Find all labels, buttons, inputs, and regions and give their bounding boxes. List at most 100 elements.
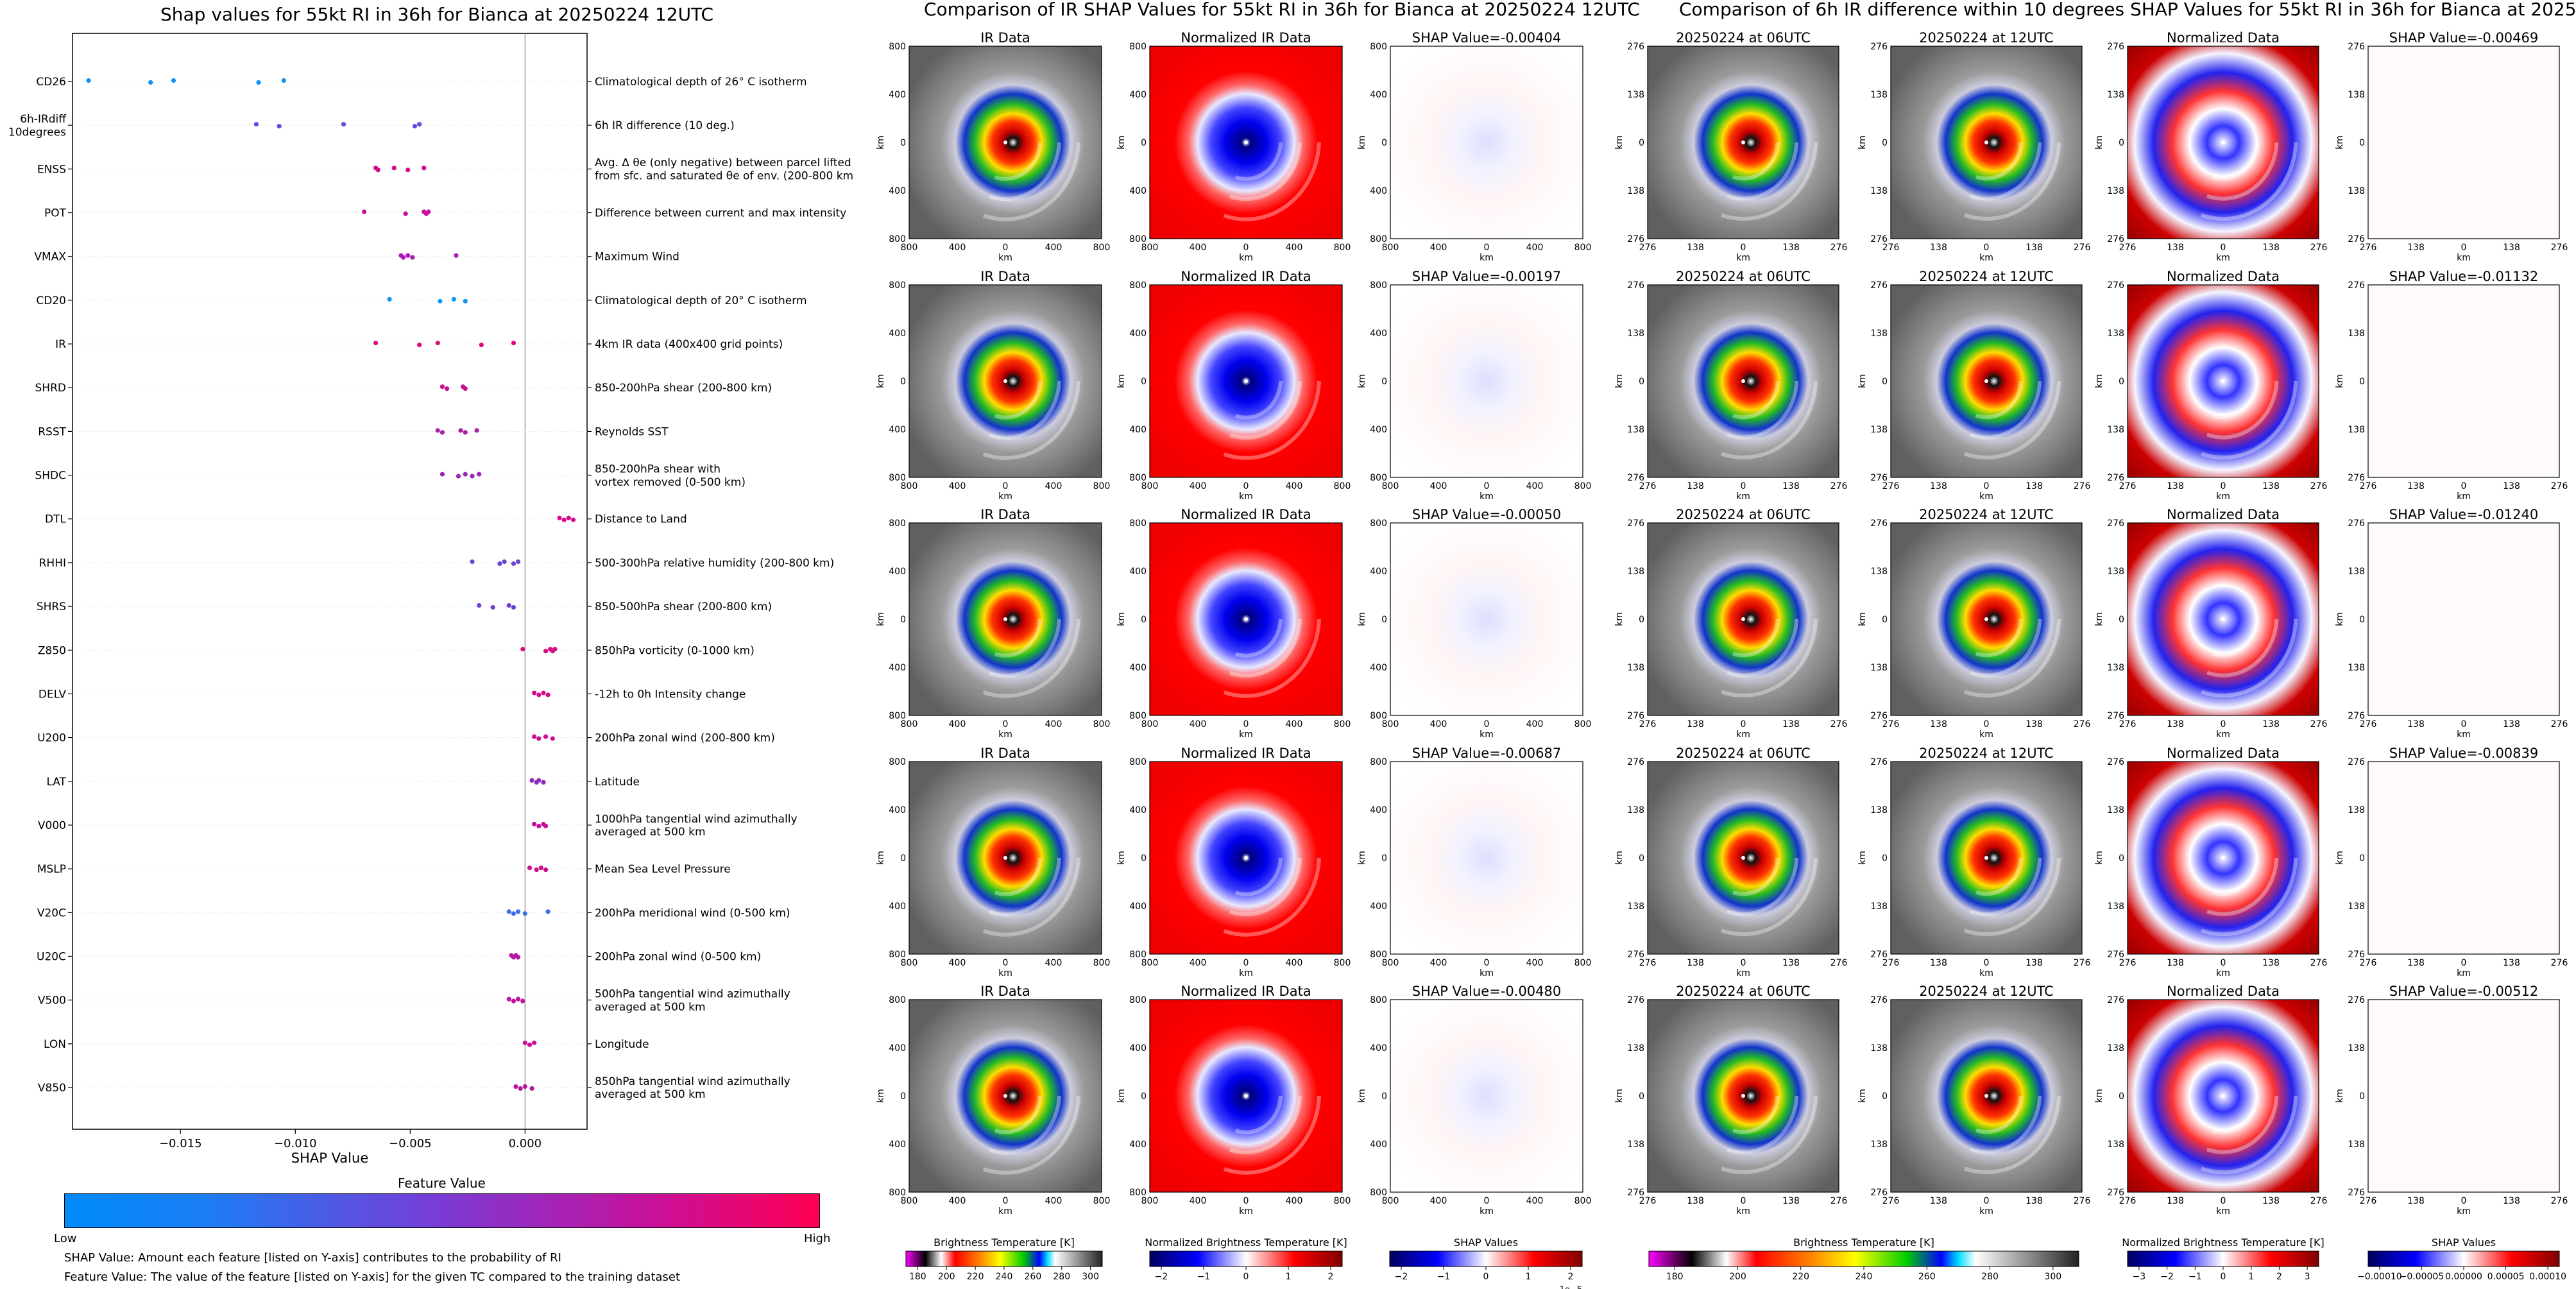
shap-point	[536, 778, 542, 783]
shap-point	[520, 647, 525, 652]
storm-eye	[1741, 617, 1745, 621]
feature-name-label: V20C	[37, 907, 66, 919]
feature-value-colorbar	[64, 1193, 820, 1228]
x-tick-label: 276	[1882, 958, 1900, 968]
feature-description-label: -12h to 0h Intensity change	[595, 688, 746, 701]
feature-name-label: DTL	[45, 513, 66, 526]
x-tick-label: 400	[949, 481, 966, 491]
panel-frame	[1890, 522, 2083, 716]
x-tick-label: 138	[1687, 1196, 1704, 1206]
x-tick-label: 800	[1382, 243, 1399, 253]
y-tick-label: 276	[1627, 950, 1644, 960]
x-tick-label: 276	[2310, 958, 2328, 968]
y-axis-label: km	[2094, 851, 2104, 865]
y-tick-label: 138	[1627, 90, 1644, 100]
feature-name-label: U200	[37, 732, 66, 745]
spiral-band	[2206, 619, 2279, 678]
storm-eye	[2221, 1094, 2225, 1098]
feature-description-label: 200hPa meridional wind (0-500 km)	[595, 907, 790, 919]
storm-eye	[2221, 856, 2225, 860]
shap-point	[515, 559, 521, 565]
y-axis-label: km	[2335, 1089, 2345, 1103]
spiral-band	[2212, 857, 2260, 896]
spiral-band	[1229, 619, 1302, 678]
spiral-band	[1726, 380, 1799, 440]
y-axis-label: km	[1857, 1089, 1868, 1103]
y-tick-label: 276	[1870, 280, 1888, 291]
x-axis-label: km	[1736, 968, 1750, 978]
shap-point	[534, 867, 539, 873]
spiral-band	[1721, 380, 1818, 460]
x-axis-label: km	[1480, 730, 1494, 740]
shap-point	[532, 1040, 537, 1045]
shap-point	[405, 167, 411, 173]
x-tick-label: 0	[2461, 1196, 2467, 1206]
x-tick-label: 0	[1984, 958, 1990, 968]
shap-value-note: SHAP Value: Amount each feature [listed …	[64, 1251, 561, 1265]
panel-frame	[2127, 284, 2319, 478]
shap-point	[557, 515, 562, 520]
spiral-band	[1975, 619, 2023, 658]
panel-frame	[1647, 522, 1839, 716]
diff-panel-title: 20250224 at 12UTC	[1919, 269, 2054, 284]
colorbar-tick-label: 300	[1082, 1272, 1099, 1282]
spiral-band	[1975, 1095, 2023, 1134]
y-tick-label: 0	[1141, 1091, 1147, 1102]
x-tick-label: 138	[1782, 243, 1800, 253]
feature-name-label: SHDC	[35, 470, 66, 482]
panel-frame	[2367, 284, 2560, 478]
y-tick-label: 400	[889, 329, 906, 339]
x-tick-label: 0	[1484, 958, 1490, 968]
spiral-band	[1964, 142, 2061, 221]
storm-eye	[1003, 617, 1007, 621]
x-tick-label: 400	[1045, 243, 1062, 253]
panel-frame	[1647, 284, 1839, 478]
y-tick-label: 400	[1129, 1140, 1147, 1150]
feature-description-label: 200hPa zonal wind (0-500 km)	[595, 950, 761, 963]
x-tick-label: 276	[1830, 243, 1848, 253]
spiral-band	[1732, 857, 1780, 896]
y-tick-label: 800	[889, 280, 906, 291]
y-tick-label: 0	[1141, 377, 1147, 387]
colorbar-tick-label: −1	[1197, 1272, 1211, 1282]
spiral-band	[1721, 142, 1818, 221]
shap-point	[570, 517, 576, 522]
y-tick-label: 800	[1129, 711, 1147, 721]
y-tick-label: 138	[2348, 329, 2365, 339]
diff-shap-title: SHAP Value=-0.01240	[2389, 507, 2539, 522]
x-tick-label: 800	[901, 958, 918, 968]
colorbar-tick-label: 3	[2305, 1272, 2310, 1282]
y-tick-label: 138	[1870, 90, 1888, 100]
colorbar-label: Normalized Brightness Temperature [K]	[1145, 1236, 1347, 1249]
y-tick-label: 400	[1370, 1043, 1387, 1054]
shap-point	[506, 602, 511, 608]
x-tick-label: 400	[1526, 958, 1544, 968]
y-tick-label: 0	[2359, 377, 2365, 387]
y-tick-label: 400	[1370, 425, 1387, 435]
shap-point	[362, 209, 367, 214]
x-tick-label: 400	[1286, 481, 1303, 491]
y-tick-label: 400	[889, 567, 906, 577]
feature-description-label: Climatological depth of 26° C isotherm	[595, 76, 807, 89]
panel-frame	[2127, 761, 2319, 955]
y-axis-label: km	[876, 851, 886, 865]
ir-shap-title: SHAP Value=-0.00404	[1412, 30, 1562, 46]
shap-point	[474, 428, 479, 433]
y-tick-label: 400	[1129, 425, 1147, 435]
y-tick-label: 400	[1370, 805, 1387, 815]
y-axis-label: km	[876, 1089, 886, 1103]
diff-panel-title: Normalized Data	[2167, 30, 2280, 46]
y-tick-label: 0	[2359, 1091, 2365, 1102]
shap-point	[511, 911, 516, 916]
storm-eye	[1003, 1094, 1007, 1098]
panel-frame	[2367, 46, 2560, 239]
spiral-band	[1726, 857, 1799, 916]
x-tick-label: 0	[1003, 958, 1009, 968]
y-tick-label: 400	[1370, 329, 1387, 339]
panel-frame	[2127, 999, 2319, 1193]
x-tick-label: 400	[949, 958, 966, 968]
x-axis-label: km	[1979, 253, 1993, 263]
y-tick-label: 0	[1141, 615, 1147, 625]
y-tick-label: 400	[1129, 567, 1147, 577]
shap-point	[479, 342, 484, 348]
